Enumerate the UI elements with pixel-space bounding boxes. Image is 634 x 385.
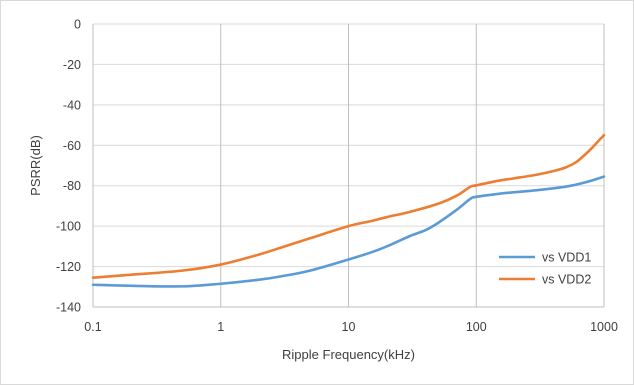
- axes: [92, 24, 604, 308]
- x-tick-label: 100: [466, 320, 487, 334]
- x-axis-title: Ripple Frequency(kHz): [282, 347, 415, 362]
- x-tick-label: 10: [342, 320, 356, 334]
- y-tick-label: -60: [63, 139, 81, 153]
- legend: vs VDD1 vs VDD2: [499, 251, 591, 287]
- y-tick-label: -20: [63, 58, 81, 72]
- y-tick-label: -140: [56, 301, 81, 315]
- y-tick-label: -120: [56, 260, 81, 274]
- x-tick-label: 1000: [590, 320, 618, 334]
- y-tick-label: -100: [56, 220, 81, 234]
- y-axis-title: PSRR(dB): [28, 135, 43, 196]
- legend-label: vs VDD1: [542, 251, 591, 265]
- y-tick-label: 0: [74, 18, 81, 32]
- series-line-vs-vdd2: [91, 133, 606, 279]
- x-tick-label: 0.1: [84, 320, 101, 334]
- y-tick-label: -40: [63, 98, 81, 112]
- series-lines: [91, 133, 606, 288]
- x-tick-label: 1: [217, 320, 224, 334]
- legend-label: vs VDD2: [542, 273, 591, 287]
- y-tick-label: -80: [63, 179, 81, 193]
- series-line-vs-vdd1: [91, 175, 606, 288]
- grid-lines: [92, 23, 605, 308]
